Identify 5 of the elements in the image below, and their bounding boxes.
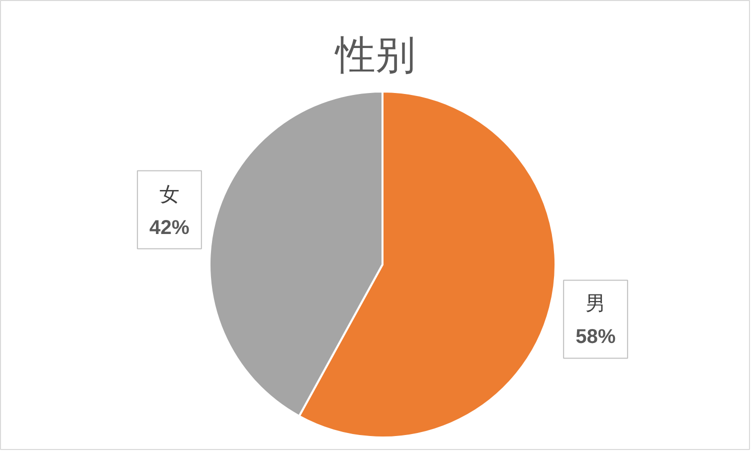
data-label: 58% — [576, 326, 616, 348]
chart-title: 性别 — [334, 32, 416, 78]
slice-label: 女 — [159, 182, 180, 206]
data-label: 42% — [149, 216, 190, 239]
slice-label: 男 — [586, 291, 606, 316]
